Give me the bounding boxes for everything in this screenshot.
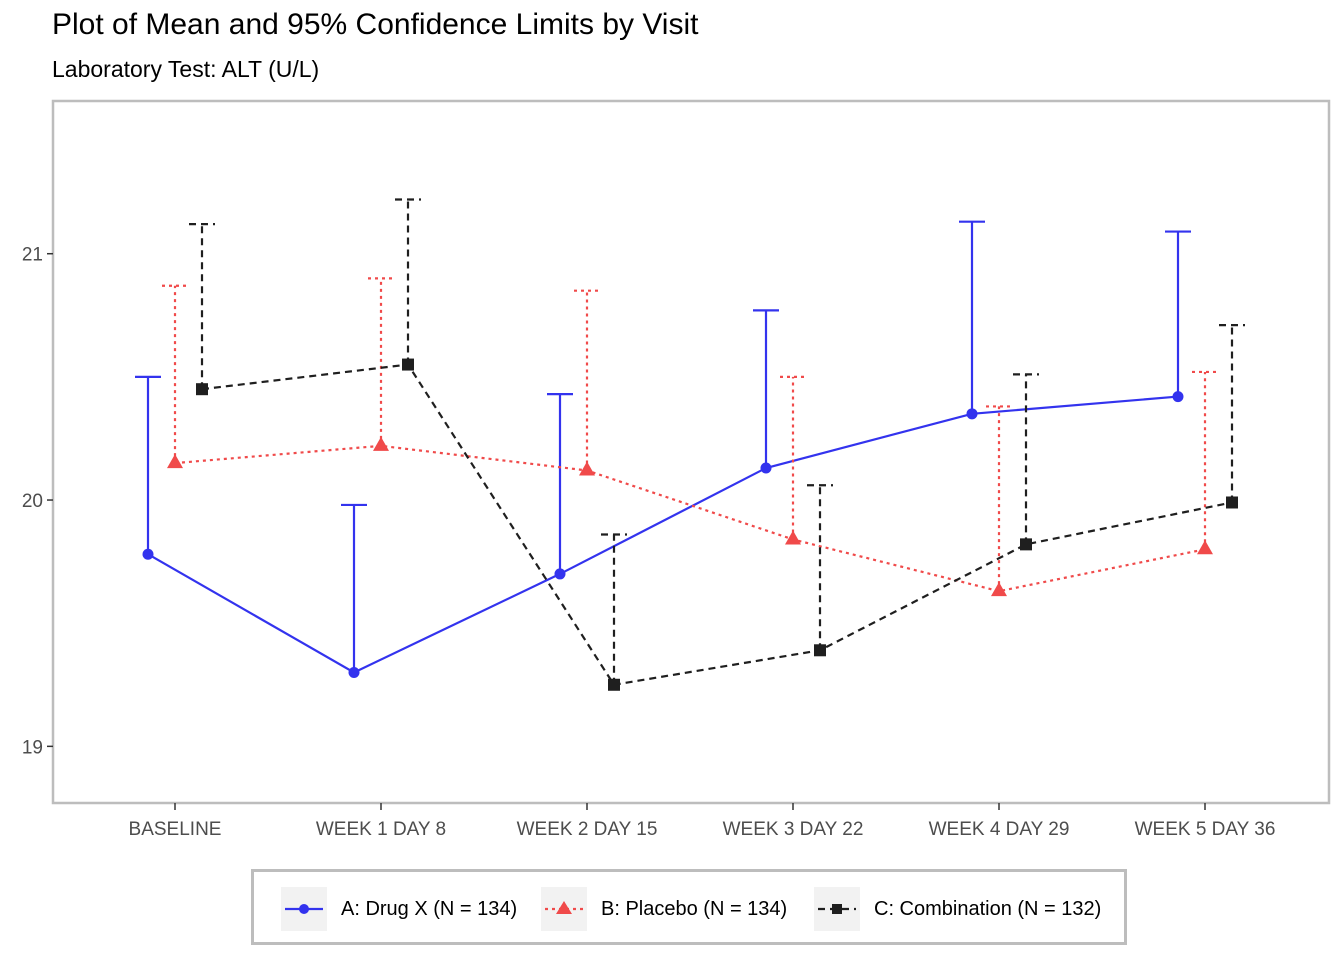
b-placebo-mean-line xyxy=(174,444,1206,593)
y-tick-label-19: 19 xyxy=(22,737,43,758)
x-tick-label-week-4-day-29: WEEK 4 DAY 29 xyxy=(929,819,1070,840)
x-tick-label-week-1-day-8: WEEK 1 DAY 8 xyxy=(316,819,446,840)
legend-item-placebo: B: Placebo (N = 134) xyxy=(541,887,787,931)
b-placebo-point-1 xyxy=(373,436,389,451)
y-tick-label-21: 21 xyxy=(22,245,43,266)
legend-label-combination: C: Combination (N = 132) xyxy=(874,897,1102,920)
legend-item-combination: C: Combination (N = 132) xyxy=(814,887,1101,931)
b-placebo-point-4 xyxy=(991,582,1007,597)
plot-panel xyxy=(51,99,1331,805)
a-drug-x-mean-line xyxy=(147,395,1179,674)
a-drug-x-point-5 xyxy=(1172,391,1184,403)
c-combination-point-2 xyxy=(608,678,620,691)
c-combination-point-1 xyxy=(402,358,414,371)
a-drug-x-point-4 xyxy=(966,408,978,420)
a-drug-x-point-1 xyxy=(348,666,360,678)
c-combination-point-4 xyxy=(1020,538,1032,551)
x-tick-label-week-5-day-36: WEEK 5 DAY 36 xyxy=(1135,819,1276,840)
chart-title: Plot of Mean and 95% Confidence Limits b… xyxy=(52,8,699,41)
b-placebo-point-5 xyxy=(1197,540,1213,555)
c-combination-point-5 xyxy=(1226,496,1238,509)
legend-key-placebo xyxy=(541,887,587,931)
b-placebo-point-0 xyxy=(167,454,183,469)
legend-label-drug-x: A: Drug X (N = 134) xyxy=(341,897,518,920)
legend-item-drug-x: A: Drug X (N = 134) xyxy=(281,887,517,931)
c-combination-mean-line xyxy=(201,363,1233,686)
c-combination-point-0 xyxy=(196,383,208,396)
a-drug-x-point-3 xyxy=(760,462,772,474)
x-tick-label-baseline: BASELINE xyxy=(129,819,222,840)
x-tick-label-week-3-day-22: WEEK 3 DAY 22 xyxy=(723,819,864,840)
b-placebo-point-3 xyxy=(785,530,801,545)
b-placebo-point-2 xyxy=(579,461,595,476)
y-tick-label-20: 20 xyxy=(22,491,43,512)
chart-canvas: 19 20 21 BASELINE WEEK 1 DAY 8 WEEK 2 DAY 15 W… xyxy=(22,99,1331,840)
legend-label-placebo: B: Placebo (N = 134) xyxy=(601,897,788,920)
legend: A: Drug X (N = 134) B: Placebo (N = 134)… xyxy=(251,869,1127,945)
a-drug-x-point-2 xyxy=(554,568,566,580)
chart-subtitle: Laboratory Test: ALT (U/L) xyxy=(52,56,320,82)
legend-key-drug-x xyxy=(281,887,327,931)
a-drug-x-point-0 xyxy=(142,548,154,560)
legend-key-combination xyxy=(814,887,860,931)
c-combination-point-3 xyxy=(814,644,826,657)
x-tick-label-week-2-day-15: WEEK 2 DAY 15 xyxy=(517,819,658,840)
